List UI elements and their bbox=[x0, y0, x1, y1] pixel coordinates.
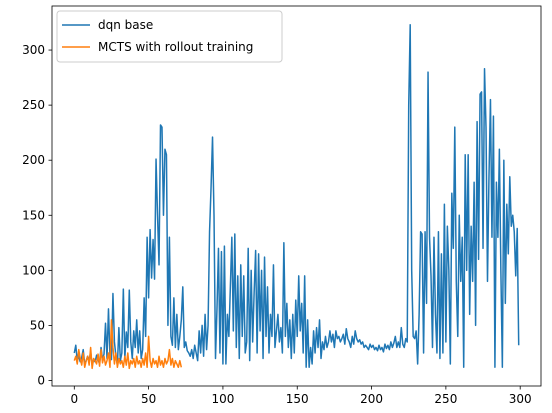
y-tick-label-0: 0 bbox=[37, 373, 45, 387]
series-line-1 bbox=[73, 319, 183, 370]
x-tick-label-6: 300 bbox=[509, 392, 532, 406]
x-tick-label-5: 250 bbox=[434, 392, 457, 406]
legend-box bbox=[56, 10, 283, 63]
y-tick-label-1: 50 bbox=[30, 318, 45, 332]
legend-label-0: dqn base bbox=[98, 18, 153, 32]
legend-label-1: MCTS with rollout training bbox=[98, 40, 253, 54]
x-tick-label-1: 50 bbox=[141, 392, 156, 406]
x-tick-label-4: 200 bbox=[360, 392, 383, 406]
plot-frame bbox=[51, 5, 542, 387]
y-tick-label-2: 100 bbox=[22, 263, 45, 277]
x-tick-label-3: 150 bbox=[286, 392, 309, 406]
y-axis: 0 50 100 150 200 250 300 bbox=[22, 43, 52, 387]
y-tick-label-3: 150 bbox=[22, 208, 45, 222]
y-tick-label-6: 300 bbox=[22, 43, 45, 57]
x-axis: 0 50 100 150 200 250 300 bbox=[70, 386, 532, 406]
x-tick-label-2: 100 bbox=[211, 392, 234, 406]
y-tick-label-4: 200 bbox=[22, 153, 45, 167]
x-tick-label-0: 0 bbox=[70, 392, 78, 406]
y-tick-label-5: 250 bbox=[22, 98, 45, 112]
series-line-0 bbox=[73, 23, 520, 369]
legend: dqn base MCTS with rollout training bbox=[56, 10, 283, 63]
series-layer bbox=[73, 23, 520, 370]
